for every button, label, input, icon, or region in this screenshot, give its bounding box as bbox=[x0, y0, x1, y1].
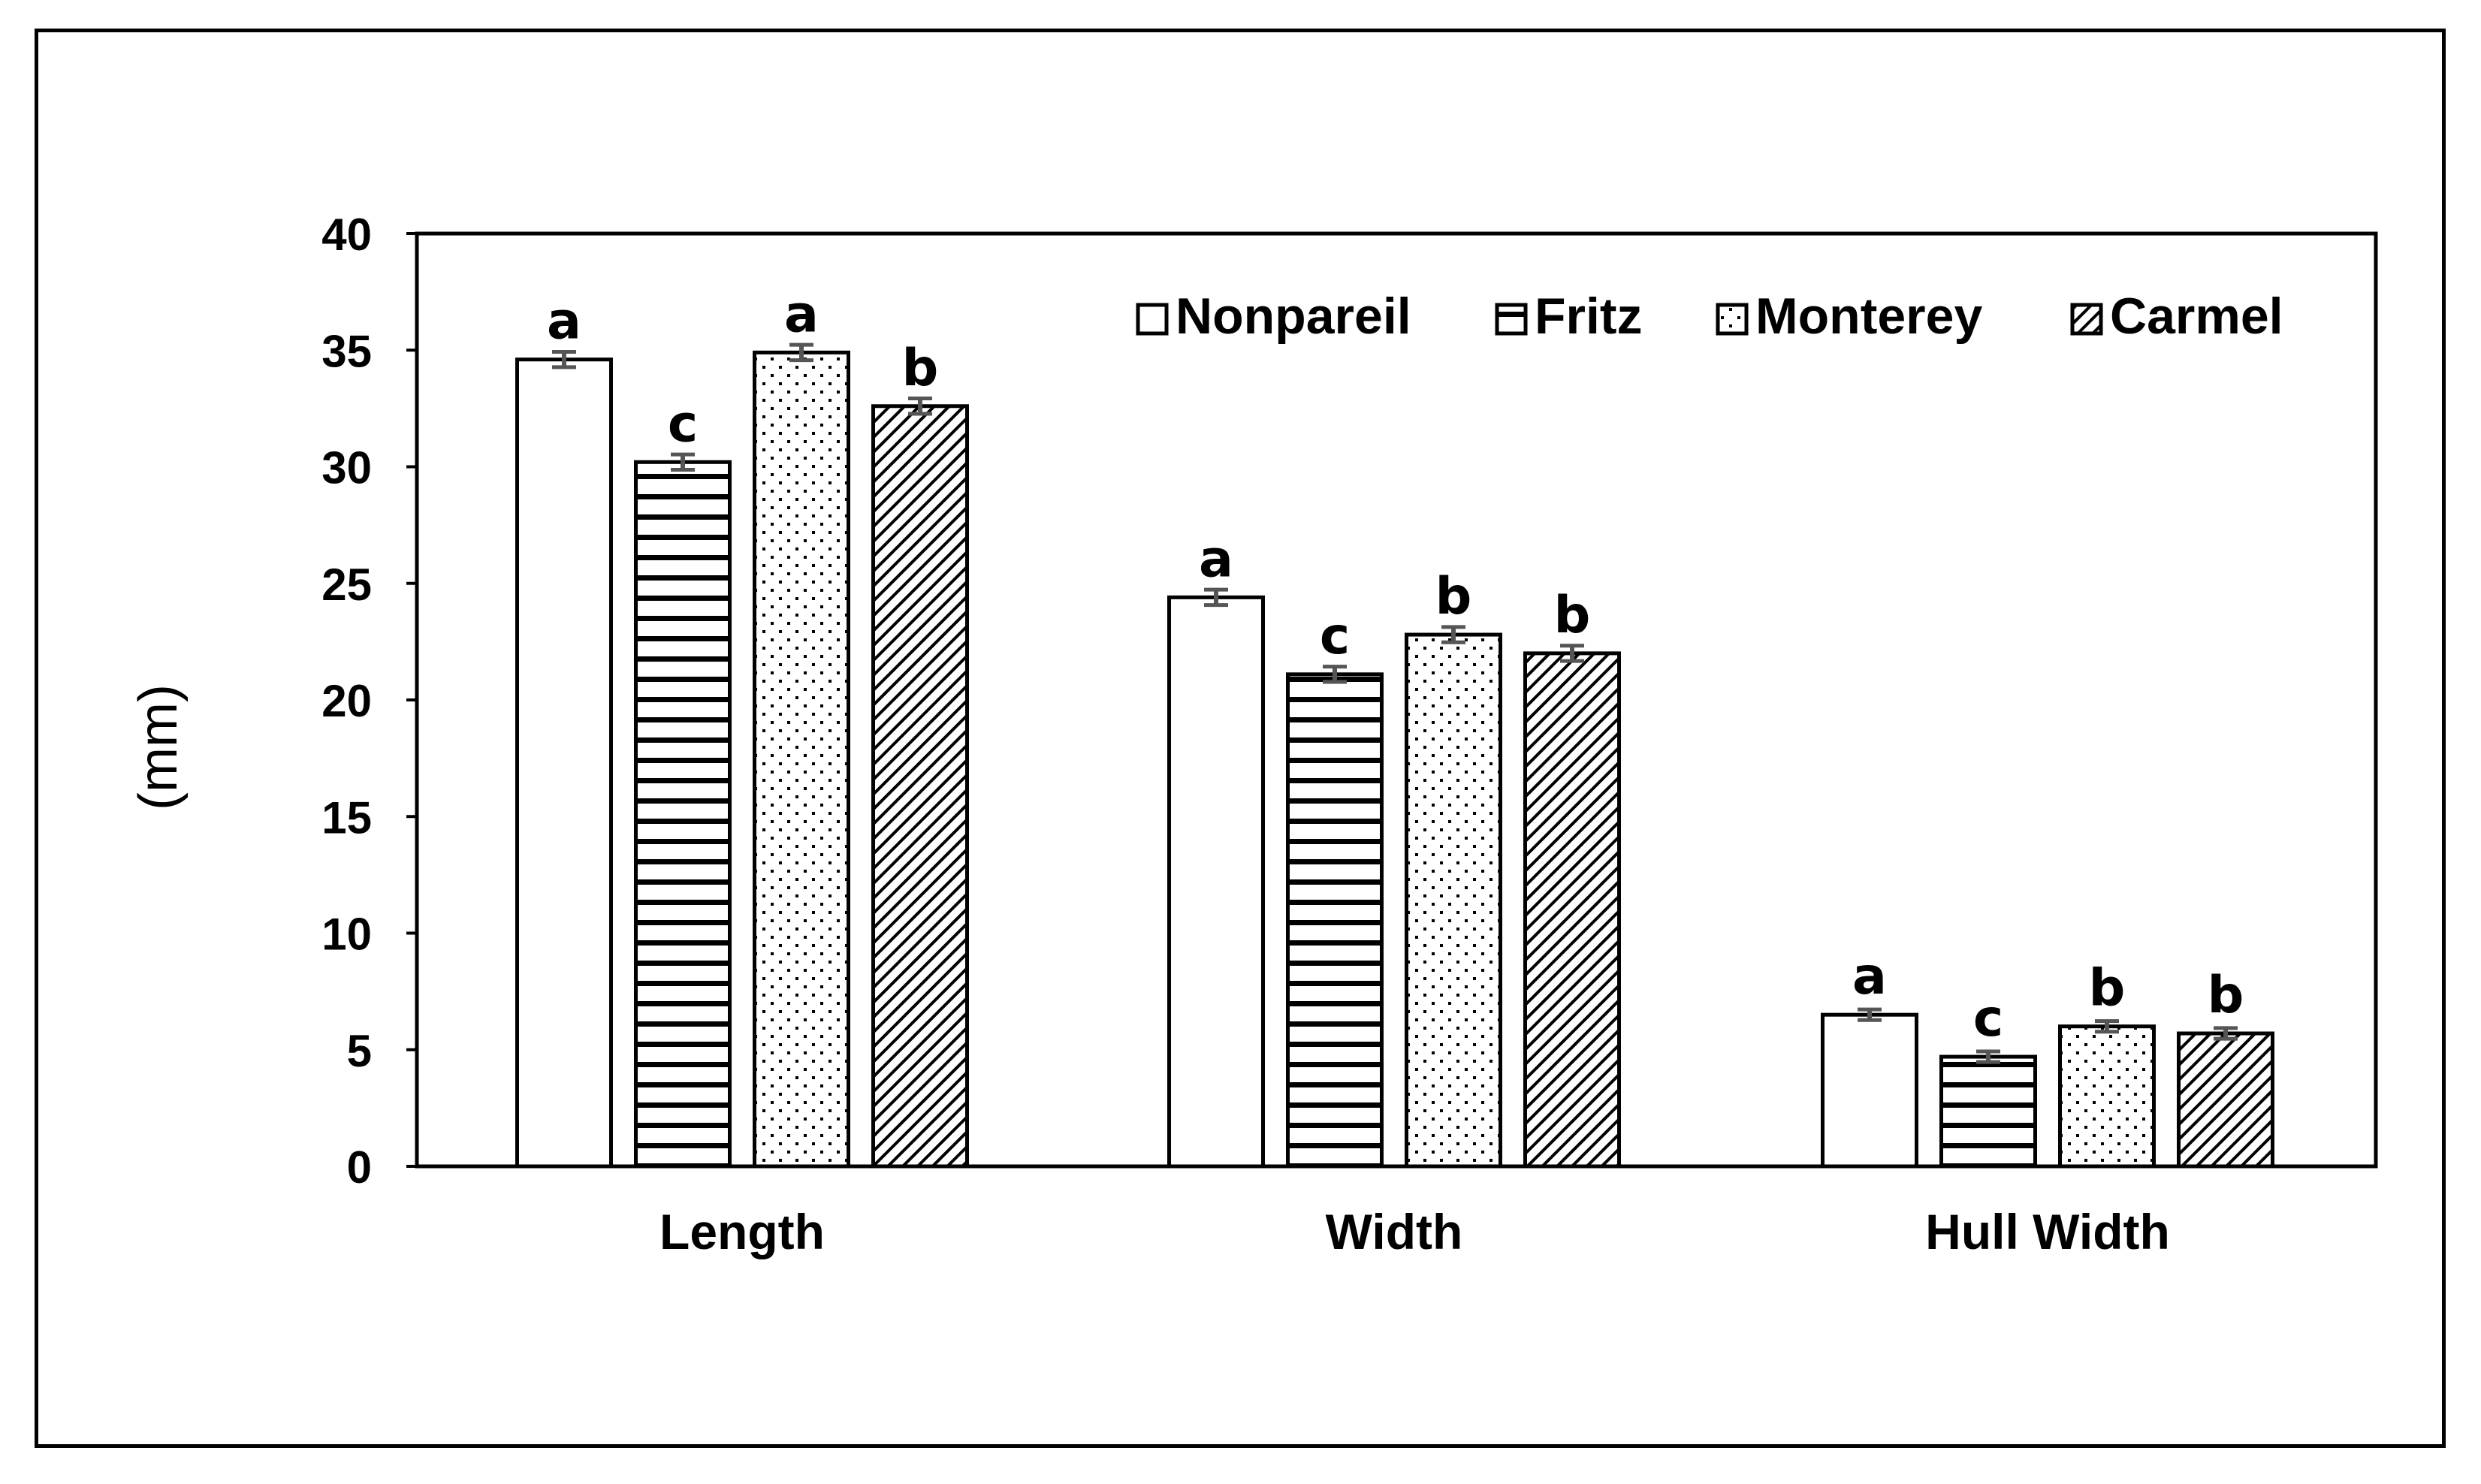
significance-label: a bbox=[547, 292, 581, 351]
y-tick-label: 10 bbox=[321, 909, 372, 960]
significance-label: b bbox=[1435, 567, 1472, 626]
bar bbox=[871, 404, 969, 1169]
y-axis-title: (mm) bbox=[128, 684, 189, 810]
legend: Nonpareil Fritz Monterey Carmel bbox=[1136, 288, 2283, 345]
bar bbox=[634, 460, 732, 1169]
bar bbox=[1821, 1012, 1918, 1169]
labels-layer: 0 5 10 15 20 25 30 35 40 a c a b Length a c b b Width a c b b H… bbox=[321, 210, 2244, 1259]
bar bbox=[753, 350, 850, 1169]
bar bbox=[1167, 595, 1265, 1169]
y-tick-label: 5 bbox=[347, 1026, 372, 1076]
significance-label: a bbox=[784, 285, 819, 344]
x-category-label: Length bbox=[659, 1204, 825, 1259]
significance-label: a bbox=[1199, 529, 1233, 589]
legend-swatch bbox=[1136, 303, 1169, 336]
significance-label: c bbox=[1973, 989, 2003, 1048]
bar bbox=[2058, 1024, 2156, 1169]
legend-label: Monterey bbox=[1755, 288, 1982, 345]
y-tick-label: 30 bbox=[321, 443, 372, 493]
y-tick-label: 20 bbox=[321, 676, 372, 726]
legend-swatch bbox=[1495, 303, 1528, 336]
bar bbox=[1405, 632, 1502, 1169]
bar bbox=[2177, 1031, 2274, 1169]
axes-layer bbox=[406, 231, 2378, 1169]
significance-label: a bbox=[1852, 947, 1887, 1006]
x-category-label: Hull Width bbox=[1925, 1204, 2170, 1259]
bar bbox=[1939, 1054, 2037, 1169]
bar bbox=[1286, 672, 1384, 1169]
significance-label: b bbox=[902, 339, 939, 398]
y-tick-label: 25 bbox=[321, 560, 372, 610]
legend-label: Nonpareil bbox=[1176, 288, 1411, 345]
significance-label: b bbox=[2089, 959, 2126, 1018]
bar bbox=[515, 357, 613, 1169]
y-tick-label: 35 bbox=[321, 326, 372, 376]
y-tick-label: 0 bbox=[347, 1142, 372, 1193]
legend-label: Carmel bbox=[2110, 288, 2283, 345]
significance-label: b bbox=[1554, 586, 1591, 645]
legend-swatch bbox=[2070, 303, 2103, 336]
y-tick-label: 15 bbox=[321, 792, 372, 843]
significance-label: b bbox=[2208, 966, 2244, 1025]
y-tick-label: 40 bbox=[321, 210, 372, 260]
significance-label: c bbox=[668, 394, 698, 454]
bars-layer bbox=[515, 342, 2274, 1169]
significance-label: c bbox=[1320, 607, 1350, 666]
legend-swatch bbox=[1716, 303, 1749, 336]
legend-label: Fritz bbox=[1535, 288, 1643, 345]
x-category-label: Width bbox=[1326, 1204, 1463, 1259]
bar bbox=[1523, 651, 1621, 1169]
